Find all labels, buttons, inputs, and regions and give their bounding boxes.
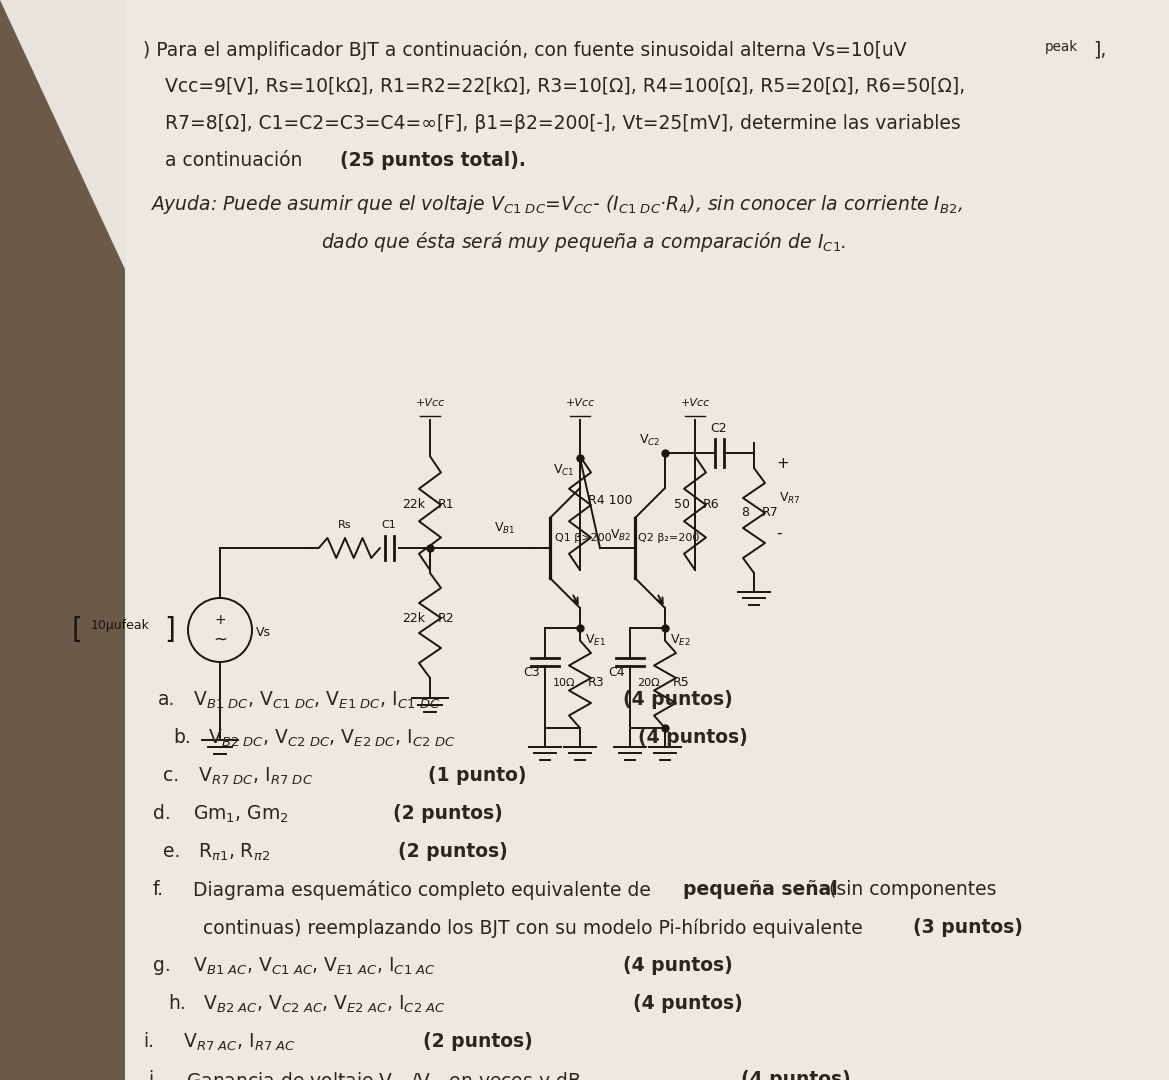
Text: Q2 β₂=200: Q2 β₂=200 <box>638 534 699 543</box>
Text: d.: d. <box>153 804 171 823</box>
Text: R4 100: R4 100 <box>588 494 632 507</box>
Text: Q1 β>200: Q1 β>200 <box>555 534 611 543</box>
Text: (4 puntos): (4 puntos) <box>623 690 733 708</box>
Text: V$_{R7\ AC}$, I$_{R7\ AC}$: V$_{R7\ AC}$, I$_{R7\ AC}$ <box>184 1032 296 1053</box>
Text: i.: i. <box>143 1032 154 1051</box>
Text: R7=8[Ω], C1=C2=C3=C4=∞[F], β1=β2=200[-], Vt=25[mV], determine las variables: R7=8[Ω], C1=C2=C3=C4=∞[F], β1=β2=200[-],… <box>165 114 961 133</box>
Text: j.: j. <box>148 1070 159 1080</box>
Text: C1: C1 <box>381 519 396 530</box>
Text: Vcc=9[V], Rs=10[kΩ], R1=R2=22[kΩ], R3=10[Ω], R4=100[Ω], R5=20[Ω], R6=50[Ω],: Vcc=9[V], Rs=10[kΩ], R1=R2=22[kΩ], R3=10… <box>165 77 966 96</box>
Text: V$_{B2\ AC}$, V$_{C2\ AC}$, V$_{E2\ AC}$, I$_{C2\ AC}$: V$_{B2\ AC}$, V$_{C2\ AC}$, V$_{E2\ AC}$… <box>203 994 445 1015</box>
Text: Diagrama esquemático completo equivalente de: Diagrama esquemático completo equivalent… <box>193 880 657 900</box>
Text: V$_{C2}$: V$_{C2}$ <box>638 433 660 448</box>
Text: ~: ~ <box>213 631 227 649</box>
Text: ],: ], <box>1093 40 1106 59</box>
Text: V$_{R7\ DC}$, I$_{R7\ DC}$: V$_{R7\ DC}$, I$_{R7\ DC}$ <box>198 766 313 787</box>
Text: R3: R3 <box>588 676 604 689</box>
Text: b.: b. <box>173 728 191 747</box>
Text: g.: g. <box>153 956 171 975</box>
Text: +: + <box>214 613 226 627</box>
Text: pequeña señal: pequeña señal <box>683 880 838 899</box>
Text: Gm$_1$, Gm$_2$: Gm$_1$, Gm$_2$ <box>193 804 289 825</box>
Text: V$_{C1}$: V$_{C1}$ <box>553 463 575 478</box>
Text: V$_{B1}$: V$_{B1}$ <box>493 521 516 536</box>
Text: 10μufeak: 10μufeak <box>90 619 150 632</box>
Text: 8: 8 <box>741 507 749 519</box>
Text: (25 puntos total).: (25 puntos total). <box>340 151 526 170</box>
Text: (4 puntos): (4 puntos) <box>623 956 733 975</box>
Text: (4 puntos): (4 puntos) <box>741 1070 851 1080</box>
Text: V$_{B1\ AC}$, V$_{C1\ AC}$, V$_{E1\ AC}$, I$_{C1\ AC}$: V$_{B1\ AC}$, V$_{C1\ AC}$, V$_{E1\ AC}$… <box>193 956 436 977</box>
Text: a.: a. <box>158 690 175 708</box>
Text: (sin componentes: (sin componentes <box>823 880 996 899</box>
Text: (4 puntos): (4 puntos) <box>638 728 748 747</box>
Text: [: [ <box>72 616 83 644</box>
Text: C2: C2 <box>711 422 727 435</box>
Text: +: + <box>776 456 789 471</box>
Text: V$_{E1}$: V$_{E1}$ <box>584 633 606 648</box>
Text: 22k: 22k <box>402 499 426 512</box>
Text: (3 puntos): (3 puntos) <box>913 918 1023 937</box>
Text: f.: f. <box>153 880 164 899</box>
Text: (2 puntos): (2 puntos) <box>397 842 507 861</box>
Text: Ganancia de voltaje V$_{R7}$/V$_s$, en veces y dB.: Ganancia de voltaje V$_{R7}$/V$_s$, en v… <box>186 1070 588 1080</box>
Text: R2: R2 <box>438 611 455 624</box>
Text: C3: C3 <box>524 666 540 679</box>
Text: (2 puntos): (2 puntos) <box>393 804 503 823</box>
Text: 50: 50 <box>675 499 690 512</box>
Text: 10Ω: 10Ω <box>553 678 575 688</box>
Text: peak: peak <box>1045 40 1078 54</box>
Text: a continuación: a continuación <box>165 151 309 170</box>
Text: (4 puntos): (4 puntos) <box>632 994 742 1013</box>
Polygon shape <box>0 0 130 1080</box>
Text: Vs: Vs <box>256 626 271 639</box>
Text: continuas) reemplazando los BJT con su modelo Pi-híbrido equivalente: continuas) reemplazando los BJT con su m… <box>203 918 869 937</box>
Text: (2 puntos): (2 puntos) <box>423 1032 533 1051</box>
Text: c.: c. <box>162 766 179 785</box>
Text: +Vcc: +Vcc <box>415 399 444 408</box>
Text: R7: R7 <box>762 507 779 519</box>
Text: Rs: Rs <box>338 519 352 530</box>
Text: R5: R5 <box>673 676 690 689</box>
Text: ) Para el amplificador BJT a continuación, con fuente sinusoidal alterna Vs=10[u: ) Para el amplificador BJT a continuació… <box>143 40 907 60</box>
Text: V$_{B2}$: V$_{B2}$ <box>610 528 631 543</box>
Text: V$_{R7}$: V$_{R7}$ <box>779 490 801 505</box>
Text: R6: R6 <box>703 499 720 512</box>
Text: dado que ésta será muy pequeña a comparación de I$_{C1}$.: dado que ésta será muy pequeña a compara… <box>321 230 846 254</box>
Text: V$_{B1\ DC}$, V$_{C1\ DC}$, V$_{E1\ DC}$, I$_{C1\ DC}$: V$_{B1\ DC}$, V$_{C1\ DC}$, V$_{E1\ DC}$… <box>193 690 441 712</box>
Text: 20Ω: 20Ω <box>637 678 660 688</box>
Text: +Vcc: +Vcc <box>680 399 710 408</box>
Text: C4: C4 <box>608 666 625 679</box>
Text: R$_{π1}$, R$_{π2}$: R$_{π1}$, R$_{π2}$ <box>198 842 270 863</box>
FancyBboxPatch shape <box>125 0 1169 1080</box>
Text: Ayuda: Puede asumir que el voltaje V$_{C1\ DC}$=V$_{CC}$- (I$_{C1\ DC}$·R$_{4}$): Ayuda: Puede asumir que el voltaje V$_{C… <box>150 193 963 216</box>
Text: -: - <box>776 526 782 540</box>
Text: ]: ] <box>164 616 175 644</box>
Text: +Vcc: +Vcc <box>566 399 595 408</box>
Text: 22k: 22k <box>402 611 426 624</box>
Text: R1: R1 <box>438 499 455 512</box>
Text: (1 punto): (1 punto) <box>428 766 526 785</box>
Text: V$_{B2\ DC}$, V$_{C2\ DC}$, V$_{E2\ DC}$, I$_{C2\ DC}$: V$_{B2\ DC}$, V$_{C2\ DC}$, V$_{E2\ DC}$… <box>208 728 455 750</box>
Text: e.: e. <box>162 842 180 861</box>
Text: h.: h. <box>168 994 186 1013</box>
Text: V$_{E2}$: V$_{E2}$ <box>670 633 691 648</box>
